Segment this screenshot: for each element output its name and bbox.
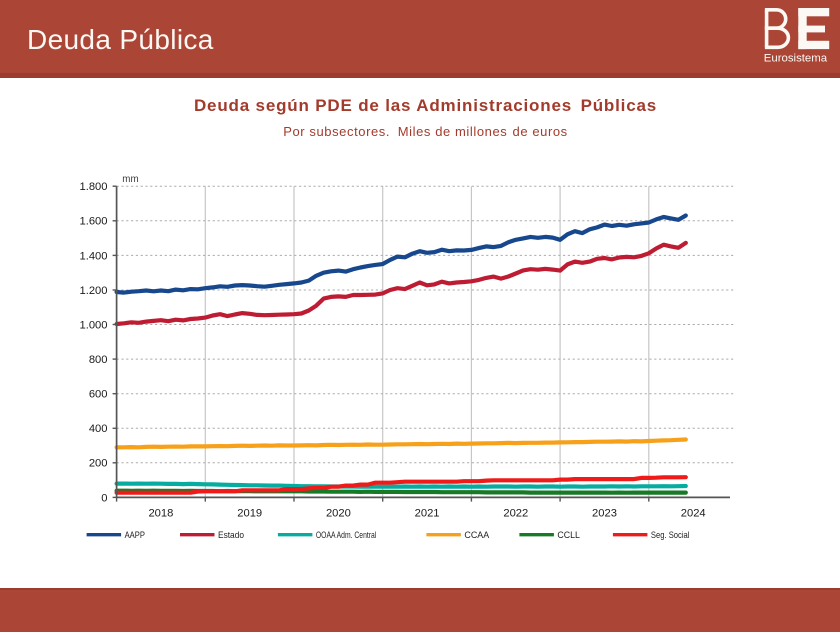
svg-text:1.200: 1.200: [80, 285, 108, 297]
svg-text:400: 400: [89, 423, 108, 435]
svg-text:2022: 2022: [503, 507, 528, 519]
svg-text:CCLL: CCLL: [557, 530, 580, 540]
svg-text:600: 600: [89, 389, 108, 401]
svg-text:2023: 2023: [592, 507, 617, 519]
svg-text:2019: 2019: [237, 507, 262, 519]
svg-text:Estado: Estado: [218, 530, 244, 540]
svg-text:0: 0: [101, 492, 107, 504]
svg-text:2021: 2021: [415, 507, 440, 519]
svg-text:mm: mm: [122, 174, 138, 185]
svg-text:AAPP: AAPP: [125, 530, 145, 540]
svg-text:2020: 2020: [326, 507, 351, 519]
svg-text:Eurosistema: Eurosistema: [764, 53, 828, 65]
svg-text:800: 800: [89, 354, 108, 366]
svg-text:Seg. Social: Seg. Social: [651, 530, 690, 540]
svg-text:200: 200: [89, 458, 108, 470]
svg-text:2024: 2024: [681, 507, 706, 519]
svg-text:1.000: 1.000: [80, 319, 108, 331]
svg-text:1.800: 1.800: [80, 181, 108, 193]
svg-text:1.400: 1.400: [80, 250, 108, 262]
svg-text:1.600: 1.600: [80, 216, 108, 228]
svg-text:CCAA: CCAA: [464, 530, 490, 540]
svg-text:2018: 2018: [148, 507, 173, 519]
svg-text:OOAA Adm. Central: OOAA Adm. Central: [316, 530, 376, 540]
